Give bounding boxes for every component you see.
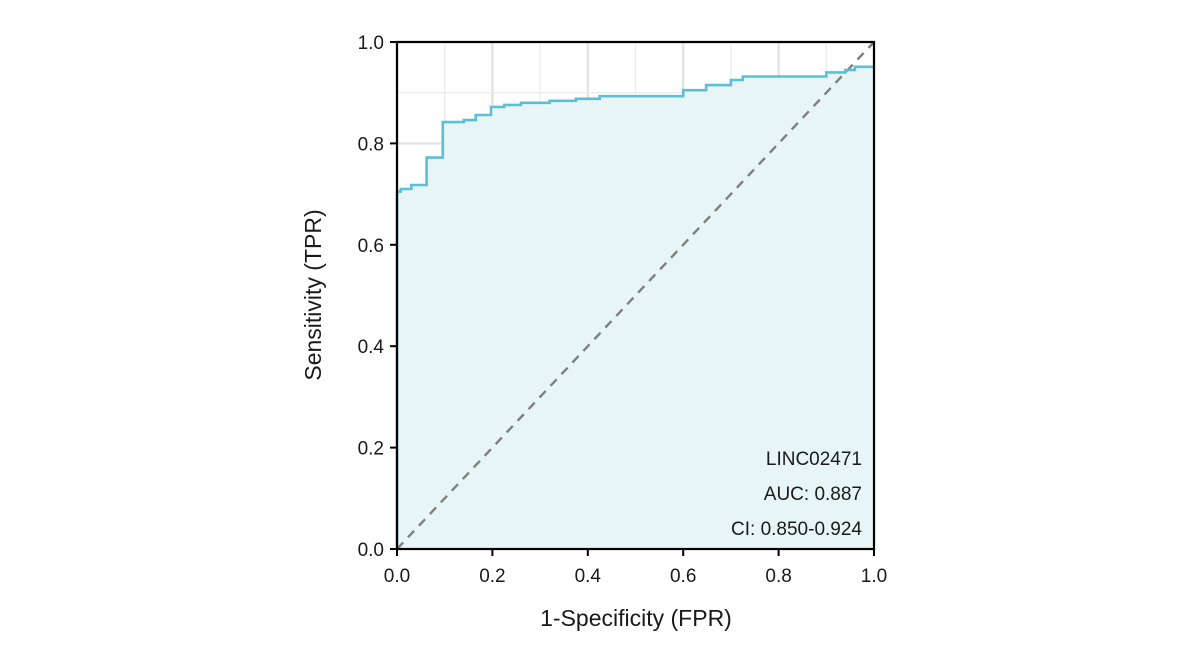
y-axis-title: Sensitivity (TPR)	[300, 209, 326, 380]
y-tick-label: 0.2	[358, 439, 384, 460]
roc-curve-line	[395, 65, 874, 549]
marker-name-annotation: LINC02471	[766, 449, 862, 470]
ci-annotation: CI: 0.850-0.924	[731, 519, 862, 540]
x-tick-label: 1.0	[861, 566, 887, 587]
x-tick-label: 0.2	[479, 566, 505, 587]
x-tick-label: 0.6	[670, 566, 696, 587]
x-axis: 0.0 0.2 0.4 0.6 0.8 1.0	[384, 549, 887, 587]
x-tick-label: 0.8	[765, 566, 791, 587]
plot-frame	[395, 40, 876, 551]
x-tick-label: 0.0	[384, 566, 410, 587]
x-axis-title: 1-Specificity (FPR)	[540, 605, 732, 631]
y-axis: 0.0 0.2 0.4 0.6 0.8 1.0	[358, 33, 397, 561]
y-tick-label: 0.4	[358, 337, 385, 358]
y-tick-label: 0.6	[358, 236, 384, 257]
roc-area-fill	[397, 66, 874, 550]
y-tick-label: 1.0	[358, 33, 384, 54]
y-tick-label: 0.0	[358, 540, 384, 561]
reference-diagonal-line	[396, 41, 875, 550]
auc-annotation: AUC: 0.887	[764, 484, 862, 505]
y-tick-label: 0.8	[358, 134, 384, 155]
x-tick-label: 0.4	[575, 566, 602, 587]
